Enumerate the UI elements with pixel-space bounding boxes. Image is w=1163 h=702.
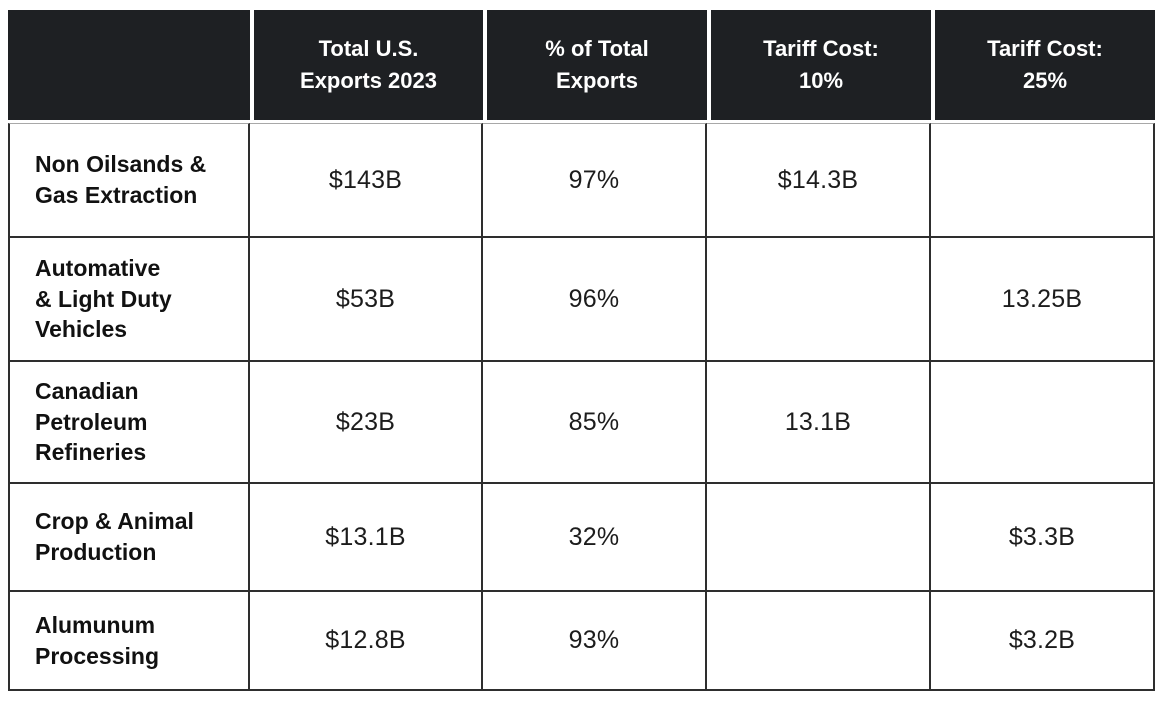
cell-value: $12.8B bbox=[250, 592, 483, 691]
cell-value bbox=[931, 123, 1155, 238]
cell-value: 93% bbox=[483, 592, 707, 691]
cell-value: $13.1B bbox=[250, 484, 483, 592]
cell-value: $143B bbox=[250, 123, 483, 238]
column-header-tariff-25: Tariff Cost: 25% bbox=[931, 10, 1155, 123]
column-header-blank bbox=[8, 10, 250, 123]
cell-value: $53B bbox=[250, 238, 483, 362]
cell-value bbox=[931, 362, 1155, 484]
row-label-petroleum: Canadian Petroleum Refineries bbox=[8, 362, 250, 484]
row-label-alumunum: Alumunum Processing bbox=[8, 592, 250, 691]
cell-value: 96% bbox=[483, 238, 707, 362]
cell-value: 13.25B bbox=[931, 238, 1155, 362]
column-header-total-exports: Total U.S. Exports 2023 bbox=[250, 10, 483, 123]
tariff-table: Total U.S. Exports 2023 % of Total Expor… bbox=[8, 10, 1155, 691]
cell-value: 32% bbox=[483, 484, 707, 592]
cell-value: 85% bbox=[483, 362, 707, 484]
column-header-pct-exports: % of Total Exports bbox=[483, 10, 707, 123]
cell-value: $14.3B bbox=[707, 123, 931, 238]
cell-value: $3.2B bbox=[931, 592, 1155, 691]
cell-value: $3.3B bbox=[931, 484, 1155, 592]
row-label-non-oilsands: Non Oilsands & Gas Extraction bbox=[8, 123, 250, 238]
cell-value: $23B bbox=[250, 362, 483, 484]
column-header-tariff-10: Tariff Cost: 10% bbox=[707, 10, 931, 123]
cell-value: 97% bbox=[483, 123, 707, 238]
row-label-automative: Automative & Light Duty Vehicles bbox=[8, 238, 250, 362]
row-label-crop-animal: Crop & Animal Production bbox=[8, 484, 250, 592]
cell-value: 13.1B bbox=[707, 362, 931, 484]
cell-value bbox=[707, 238, 931, 362]
cell-value bbox=[707, 484, 931, 592]
cell-value bbox=[707, 592, 931, 691]
